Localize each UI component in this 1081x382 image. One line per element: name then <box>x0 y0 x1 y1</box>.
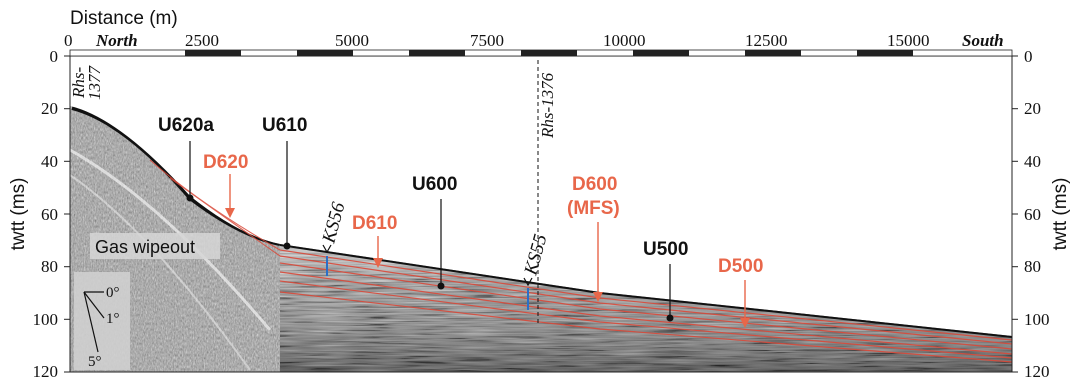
surface-d610-label: D610 <box>352 213 397 234</box>
right-tick-label: 60 <box>1024 205 1041 224</box>
right-tick-label: 120 <box>1024 362 1050 381</box>
surface-d600-label-line1: D600 <box>572 174 617 195</box>
dip-angle-5: 5° <box>88 354 102 370</box>
dip-angle-1: 1° <box>106 311 120 327</box>
right-tick-label: 20 <box>1024 99 1041 118</box>
surface-d610-arrowhead <box>373 258 383 268</box>
unit-u500-dot <box>666 314 674 322</box>
left-tick-label: 40 <box>41 152 58 171</box>
unit-u610-dot <box>283 242 291 250</box>
well-rhs1377-label-line1: Rhs- <box>69 67 88 100</box>
left-axis-title: twtt (ms) <box>8 178 29 251</box>
surface-d620-label: D620 <box>203 152 248 173</box>
right-tick-label: 0 <box>1024 47 1033 66</box>
unit-u610-label: U610 <box>262 115 307 136</box>
left-tick-label: 80 <box>41 257 58 276</box>
left-tick-label: 120 <box>33 362 59 381</box>
surface-d620-arrowhead <box>225 208 235 218</box>
unit-u600-label: U600 <box>412 174 457 195</box>
north-label: North <box>95 31 138 50</box>
unit-u620a-label: U620a <box>158 115 214 136</box>
left-tick-label: 60 <box>41 205 58 224</box>
ks56-label: KS56 <box>318 200 349 247</box>
distance-scale-bar <box>69 49 1013 57</box>
right-tick-label: 80 <box>1024 257 1041 276</box>
left-tick-label: 20 <box>41 99 58 118</box>
ks55-arrowhead <box>523 277 533 287</box>
surface-d600-arrowhead <box>593 292 603 302</box>
gas-wipeout-label: Gas wipeout <box>95 237 195 257</box>
dip-angle-scale: 0° 1° 5° <box>74 272 130 370</box>
ks55-label: KS55 <box>520 232 551 278</box>
axis-tick-marks <box>64 55 1018 373</box>
left-tick-label: 0 <box>50 47 59 66</box>
top-tick-label: 10000 <box>603 31 646 50</box>
top-tick-label: 2500 <box>185 31 219 50</box>
right-axis-title: twtt (ms) <box>1050 178 1071 251</box>
top-tick-label: 12500 <box>745 31 788 50</box>
reflectors-upper-slope <box>149 159 281 257</box>
well-rhs1376-label: Rhs-1376 <box>538 72 557 139</box>
top-tick-label: 7500 <box>470 31 504 50</box>
surface-d600-label-line2: (MFS) <box>567 198 620 219</box>
unit-u620a-dot <box>186 194 194 202</box>
top-axis-title: Distance (m) <box>70 8 178 29</box>
top-tick-label: 15000 <box>887 31 930 50</box>
dip-angle-0: 0° <box>106 285 120 301</box>
top-tick-label: 0 <box>64 31 73 50</box>
right-tick-label: 40 <box>1024 152 1041 171</box>
left-tick-label: 100 <box>33 310 59 329</box>
right-tick-label: 100 <box>1024 310 1050 329</box>
unit-u500-label: U500 <box>643 239 688 260</box>
well-rhs1377-label-line2: 1377 <box>85 65 104 101</box>
top-tick-label: 5000 <box>335 31 369 50</box>
surface-d500-label: D500 <box>718 256 763 277</box>
seismic-image-right <box>280 244 1012 372</box>
surface-d500-arrowhead <box>740 318 750 328</box>
unit-u600-dot <box>437 282 445 290</box>
gas-wipeout-bg <box>90 233 220 259</box>
ks56-arrowhead <box>322 244 332 254</box>
south-label: South <box>962 31 1004 50</box>
